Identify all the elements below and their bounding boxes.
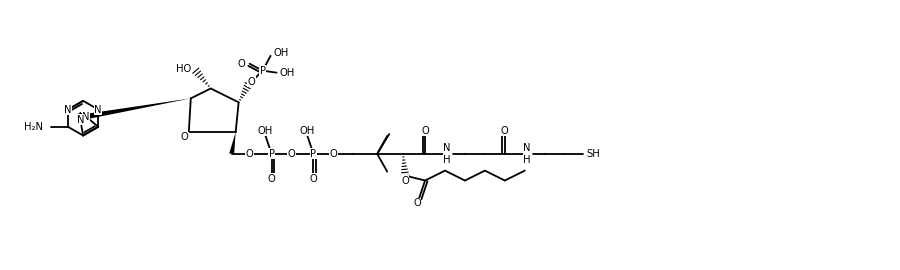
- Text: O: O: [181, 132, 189, 142]
- Text: O: O: [288, 149, 295, 159]
- Text: P: P: [268, 149, 274, 159]
- Text: N
H: N H: [523, 143, 530, 165]
- Text: OH: OH: [280, 68, 295, 78]
- Text: SH: SH: [587, 149, 600, 159]
- Text: O: O: [413, 198, 421, 208]
- Polygon shape: [230, 132, 236, 154]
- Text: O: O: [401, 176, 409, 185]
- Text: N: N: [82, 112, 90, 122]
- Text: N: N: [94, 104, 102, 114]
- Text: O: O: [329, 149, 338, 159]
- Text: N: N: [76, 115, 84, 125]
- Text: O: O: [501, 126, 508, 136]
- Text: O: O: [248, 77, 256, 87]
- Text: N: N: [64, 104, 72, 114]
- Text: O: O: [421, 126, 429, 136]
- Text: O: O: [246, 149, 254, 159]
- Text: O: O: [238, 59, 246, 69]
- Polygon shape: [86, 98, 191, 119]
- Text: O: O: [310, 174, 318, 184]
- Text: N
H: N H: [444, 143, 451, 165]
- Text: O: O: [267, 174, 275, 184]
- Text: P: P: [310, 149, 317, 159]
- Text: OH: OH: [300, 126, 315, 136]
- Text: H₂N: H₂N: [24, 122, 43, 132]
- Text: OH: OH: [258, 126, 274, 136]
- Text: P: P: [259, 66, 266, 76]
- Text: OH: OH: [274, 48, 289, 58]
- Text: HO: HO: [176, 64, 191, 74]
